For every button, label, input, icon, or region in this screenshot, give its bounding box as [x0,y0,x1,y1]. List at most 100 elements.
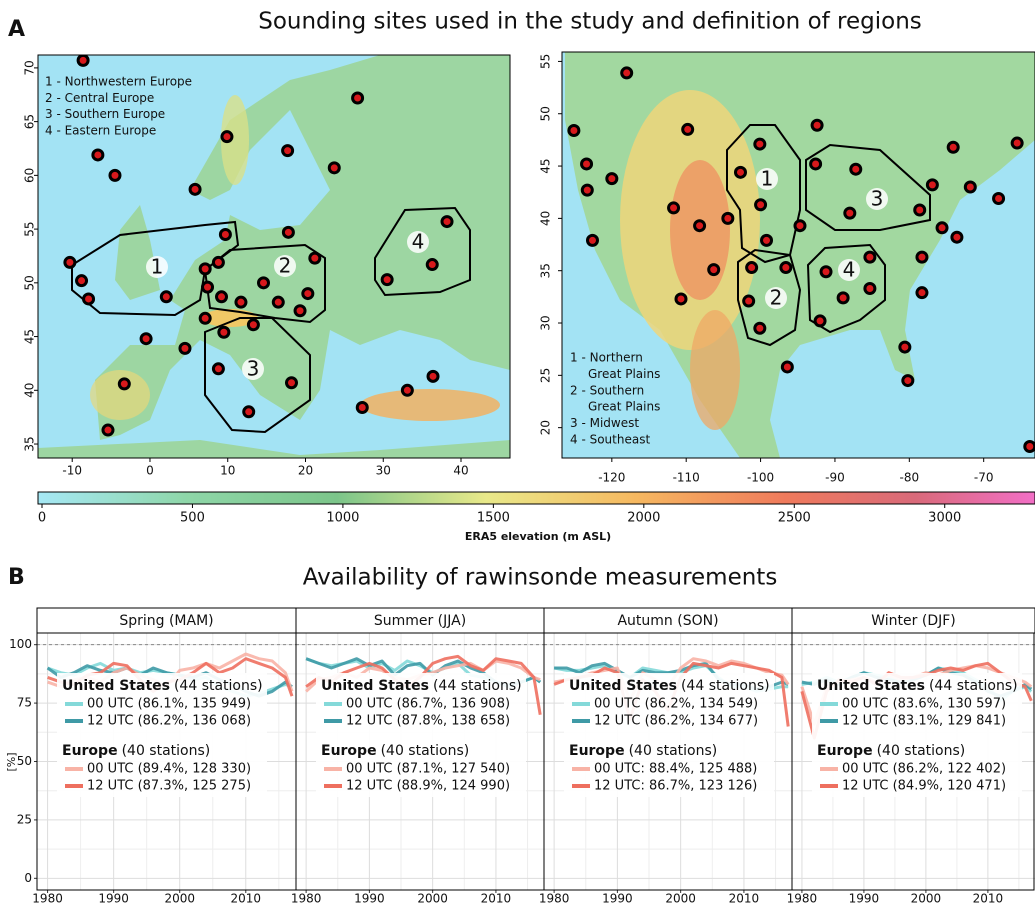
legend-label: 00 UTC (89.4%, 128 330) [87,762,251,777]
station [812,120,822,130]
panel-title: Sounding sites used in the study and def… [258,9,922,35]
legend-label: 12 UTC (88.9%, 124 990) [346,779,510,794]
station [948,142,958,152]
legend-group: Europe(40 stations) [569,743,717,759]
station [781,263,791,273]
colorbar-tick-label: 1500 [477,511,510,526]
legend-group-note: (40 stations) [381,743,470,759]
x-tick-label: 30 [376,464,391,478]
legend-label: 00 UTC: 88.4%, 125 488) [594,762,757,777]
station [851,164,861,174]
legend-group-note: (44 stations) [433,678,522,694]
region-label: 4 [412,230,425,254]
x-tick-label: 2010 [231,892,262,906]
station [200,264,210,274]
station [952,232,962,242]
region-label: 4 [843,258,856,282]
legend-group: United States(44 stations) [321,678,522,694]
x-tick-label: -90 [825,471,845,485]
station [927,180,937,190]
legend-label: 12 UTC (87.8%, 138 658) [346,714,510,729]
station [569,125,579,135]
station [915,205,925,215]
x-tick-label: 40 [453,464,468,478]
station [782,362,792,372]
station [607,174,617,184]
x-tick-label: 1980 [787,892,818,906]
x-tick-label: 1980 [291,892,322,906]
station [917,252,927,262]
station [709,265,719,275]
legend-group-note: (40 stations) [877,743,966,759]
legend-label: 12 UTC (86.2%, 134 677) [594,714,758,729]
y-tick-label: 20 [539,420,553,435]
station [838,293,848,303]
legend-group: United States(44 stations) [817,678,1018,694]
colorbar-tick-label: 2500 [778,511,811,526]
station [248,320,258,330]
station [119,379,129,389]
station [683,124,693,134]
station [1025,441,1035,451]
station [582,159,592,169]
station [203,282,213,292]
station [273,297,283,307]
legend-group-name: United States [62,678,170,694]
x-tick-label: 2000 [164,892,195,906]
station [428,371,438,381]
y-tick-label: 35 [23,436,37,451]
x-tick-label: 20 [298,464,313,478]
x-tick-label: -80 [900,471,920,485]
map-legend-entry: 4 - Southeast [570,433,650,447]
station [900,342,910,352]
y-tick-label: 50 [23,275,37,290]
station [695,221,705,231]
region-label: 2 [770,286,783,310]
x-tick-label: -70 [974,471,994,485]
y-tick-label: 35 [539,263,553,278]
station [1012,138,1022,148]
legend-group-name: United States [569,678,677,694]
map-legend-entry: 3 - Midwest [570,416,639,430]
station [622,68,632,78]
y-tick-label: 45 [23,329,37,344]
legend-group-note: (40 stations) [629,743,718,759]
legend-group-name: United States [817,678,925,694]
legend-label: 12 UTC (87.3%, 125 275) [87,779,251,794]
station [295,306,305,316]
y-tick-label: 55 [539,54,553,69]
station [755,323,765,333]
station [442,217,452,227]
x-tick-label: -110 [673,471,700,485]
x-tick-label: 1990 [849,892,880,906]
station [303,289,313,299]
legend-group-note: (40 stations) [122,743,211,759]
station [937,223,947,233]
station [845,208,855,218]
x-tick-label: 10 [220,464,235,478]
map-legend-entry: 2 - Central Europe [45,91,154,105]
map-legend-entry: Great Plains [588,367,660,381]
station [180,343,190,353]
station [815,316,825,326]
region-label: 3 [871,187,884,211]
relief [690,310,740,430]
panel-title: Autumn (SON) [617,613,718,629]
legend-group: Europe(40 stations) [62,743,210,759]
y-tick-label: 30 [539,315,553,330]
legend-group-name: Europe [569,743,625,759]
y-tick-label: 50 [539,106,553,121]
station [93,150,103,160]
station [865,283,875,293]
y-tick-label: 70 [23,60,37,75]
x-tick-label: 2000 [665,892,696,906]
colorbar-tick-label: 1000 [326,511,359,526]
y-tick-label: 0 [24,871,32,885]
station [283,146,293,156]
x-tick-label: -10 [62,464,82,478]
station [84,294,94,304]
station [220,229,230,239]
legend-label: 00 UTC (86.2%, 134 549) [594,697,758,712]
station [735,167,745,177]
y-tick-label: 75 [17,696,32,710]
